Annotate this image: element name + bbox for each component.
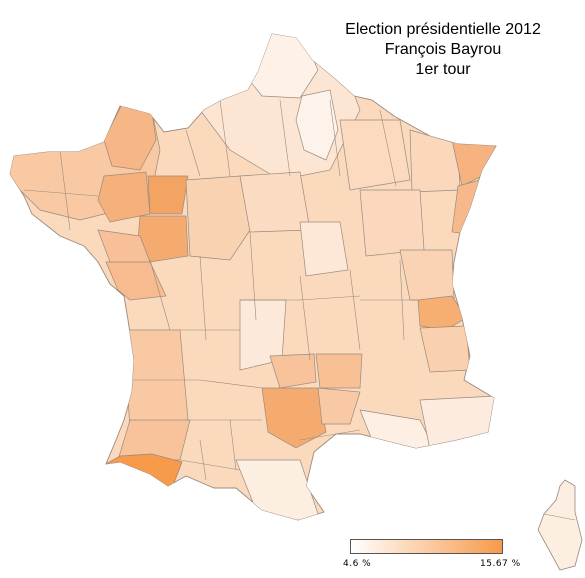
corsica [537, 479, 583, 571]
title-line-3: 1er tour [415, 61, 471, 78]
legend-color-scale [350, 539, 503, 554]
map-title: Election présidentielle 2012 François Ba… [318, 20, 568, 80]
title-line-2: François Bayrou [384, 41, 502, 58]
legend-min-label: 4.6 % [343, 559, 372, 569]
legend-max-label: 15.67 % [480, 559, 521, 569]
france-mainland [9, 33, 497, 521]
title-line-1: Election présidentielle 2012 [345, 21, 541, 38]
